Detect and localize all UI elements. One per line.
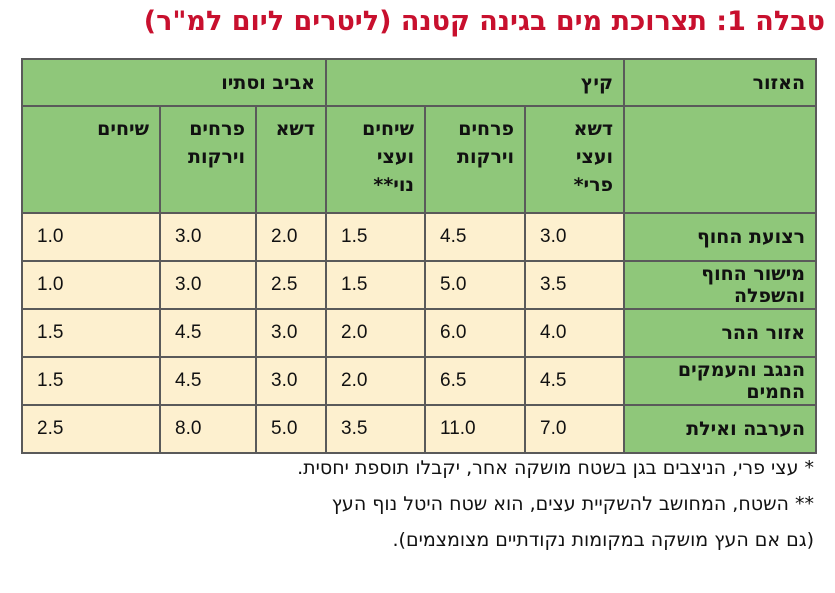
value-cell: 1.5 [20,356,162,406]
value-cell: 2.0 [325,308,427,358]
value-cell: 2.0 [325,356,427,406]
value-cell: 1.5 [325,260,427,310]
value-cell: 8.0 [159,404,258,454]
footnote-fruit-trees: * עצי פרי, הניצבים בגן בשטח מושקה אחר, י… [297,457,814,479]
summer-group-header: קיץ [325,58,626,107]
region-subheader-empty [623,105,818,214]
water-consumption-table: האזור קיץ אביב וסתיו דשא ועצי פרי* פרחים… [20,58,818,454]
value-cell: 7.0 [524,404,626,454]
value-cell: 1.5 [20,308,162,358]
region-cell: הנגב והעמקים החמים [623,356,818,406]
value-cell: 1.5 [325,212,427,262]
region-column-header: האזור [623,58,818,107]
value-cell: 3.5 [524,260,626,310]
value-cell: 4.5 [524,356,626,406]
value-cell: 6.5 [424,356,527,406]
table-row: רצועת החוף 3.0 4.5 1.5 2.0 3.0 1.0 [20,212,818,262]
subheader-spring-flowers-vegetables: פרחים וירקות [159,105,258,214]
table-title: טבלה 1: תצרוכת מים בגינה קטנה (ליטרים לי… [143,6,825,37]
region-cell: הערבה ואילת [623,404,818,454]
value-cell: 3.0 [255,308,328,358]
value-cell: 1.0 [20,260,162,310]
value-cell: 3.0 [524,212,626,262]
value-cell: 3.0 [255,356,328,406]
value-cell: 2.5 [255,260,328,310]
footnote-tree-area-continued: (גם אם העץ מושקה במקומות נקודתיים מצומצמ… [392,529,814,551]
value-cell: 11.0 [424,404,527,454]
region-cell: רצועת החוף [623,212,818,262]
footnote-tree-area: ** השטח, המחושב להשקיית עצים, הוא שטח הי… [331,493,814,515]
value-cell: 2.0 [255,212,328,262]
value-cell: 1.0 [20,212,162,262]
value-cell: 4.0 [524,308,626,358]
value-cell: 4.5 [159,308,258,358]
value-cell: 3.5 [325,404,427,454]
value-cell: 6.0 [424,308,527,358]
region-cell: אזור ההר [623,308,818,358]
region-cell: מישור החוף והשפלה [623,260,818,310]
value-cell: 3.0 [159,260,258,310]
value-cell: 5.0 [255,404,328,454]
subheader-summer-shrubs-ornamental: שיחים ועצי נוי** [325,105,427,214]
subheader-spring-lawn: דשא [255,105,328,214]
table-row: הנגב והעמקים החמים 4.5 6.5 2.0 3.0 4.5 1… [20,356,818,406]
subheader-summer-lawn-fruit: דשא ועצי פרי* [524,105,626,214]
table-row: הערבה ואילת 7.0 11.0 3.5 5.0 8.0 2.5 [20,404,818,454]
subheader-spring-shrubs: שיחים [20,105,162,214]
table-row: אזור ההר 4.0 6.0 2.0 3.0 4.5 1.5 [20,308,818,358]
value-cell: 2.5 [20,404,162,454]
subheader-summer-flowers-vegetables: פרחים וירקות [424,105,527,214]
value-cell: 5.0 [424,260,527,310]
spring-autumn-group-header: אביב וסתיו [20,58,328,107]
value-cell: 4.5 [159,356,258,406]
value-cell: 3.0 [159,212,258,262]
table-row: מישור החוף והשפלה 3.5 5.0 1.5 2.5 3.0 1.… [20,260,818,310]
value-cell: 4.5 [424,212,527,262]
